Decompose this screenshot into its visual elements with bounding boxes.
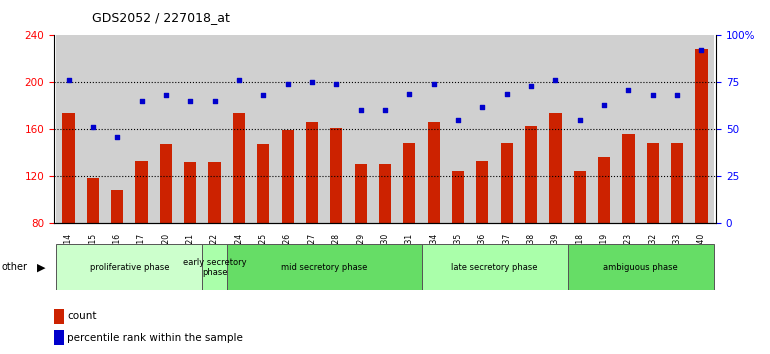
Point (87, 125, 99, 130)
Bar (330, 128, 343, 317)
Point (622, 87, 634, 93)
Bar (622, 134, 634, 317)
Point (306, 79, 318, 85)
Bar (671, 143, 683, 317)
Bar (276, 35, 300, 223)
Bar (695, 50, 708, 317)
Bar (525, 126, 537, 317)
Bar (403, 143, 416, 317)
Bar (203, 35, 226, 223)
Bar (354, 164, 367, 317)
Text: percentile rank within the sample: percentile rank within the sample (68, 332, 243, 343)
Bar (56, 35, 81, 223)
Bar (62, 113, 75, 317)
Point (427, 81, 440, 87)
Point (574, 117, 586, 123)
Bar (616, 35, 641, 223)
Bar (379, 164, 391, 317)
Bar (567, 35, 592, 223)
Bar (544, 35, 567, 223)
Point (233, 78, 245, 83)
Point (62, 78, 75, 83)
FancyBboxPatch shape (226, 244, 421, 290)
Bar (549, 113, 561, 317)
Bar (427, 122, 440, 317)
Text: ▶: ▶ (37, 262, 45, 272)
Bar (500, 143, 513, 317)
Bar (574, 171, 586, 317)
Point (257, 93, 270, 98)
Bar (251, 35, 276, 223)
Bar (598, 157, 610, 317)
Point (403, 91, 416, 96)
Point (598, 102, 611, 108)
FancyBboxPatch shape (567, 244, 714, 290)
Point (282, 81, 294, 87)
Bar (257, 144, 270, 317)
Point (525, 83, 537, 89)
Bar (184, 162, 196, 317)
Point (500, 91, 513, 96)
Bar (349, 35, 373, 223)
Bar (306, 122, 318, 317)
Text: early secretory
phase: early secretory phase (182, 258, 246, 277)
Point (136, 98, 148, 104)
FancyBboxPatch shape (56, 244, 203, 290)
Bar (665, 35, 689, 223)
Bar (519, 35, 544, 223)
Bar (641, 35, 665, 223)
Bar (129, 35, 154, 223)
Text: GDS2052 / 227018_at: GDS2052 / 227018_at (92, 11, 230, 24)
Bar (233, 113, 245, 317)
Bar (647, 143, 659, 317)
Text: late secretory phase: late secretory phase (451, 263, 537, 272)
Bar (373, 35, 397, 223)
Point (111, 134, 123, 139)
Text: ambiguous phase: ambiguous phase (603, 263, 678, 272)
Bar (592, 35, 616, 223)
Point (549, 78, 561, 83)
Bar (397, 35, 421, 223)
Bar (446, 35, 470, 223)
Bar (160, 144, 172, 317)
Bar (300, 35, 324, 223)
FancyBboxPatch shape (421, 244, 567, 290)
Bar (470, 35, 494, 223)
Bar (87, 178, 99, 317)
Bar (209, 162, 221, 317)
Bar (477, 161, 488, 317)
Point (330, 81, 343, 87)
Text: proliferative phase: proliferative phase (89, 263, 169, 272)
Point (671, 93, 683, 98)
Point (647, 93, 659, 98)
Point (695, 47, 708, 53)
Bar (111, 190, 123, 317)
Bar (105, 35, 129, 223)
Bar (452, 171, 464, 317)
Bar (324, 35, 349, 223)
Bar (54, 309, 63, 324)
Bar (282, 130, 293, 317)
Bar (136, 161, 148, 317)
Text: other: other (2, 262, 28, 272)
Bar (154, 35, 178, 223)
Bar (178, 35, 203, 223)
Text: count: count (68, 311, 97, 321)
Bar (689, 35, 714, 223)
Point (379, 108, 391, 113)
Point (184, 98, 196, 104)
FancyBboxPatch shape (203, 244, 226, 290)
Point (159, 93, 172, 98)
Bar (421, 35, 446, 223)
Point (354, 108, 367, 113)
Point (209, 98, 221, 104)
Text: mid secretory phase: mid secretory phase (281, 263, 367, 272)
Bar (54, 330, 63, 345)
Point (476, 104, 488, 109)
Bar (226, 35, 251, 223)
Point (452, 117, 464, 123)
Bar (81, 35, 105, 223)
Bar (494, 35, 519, 223)
